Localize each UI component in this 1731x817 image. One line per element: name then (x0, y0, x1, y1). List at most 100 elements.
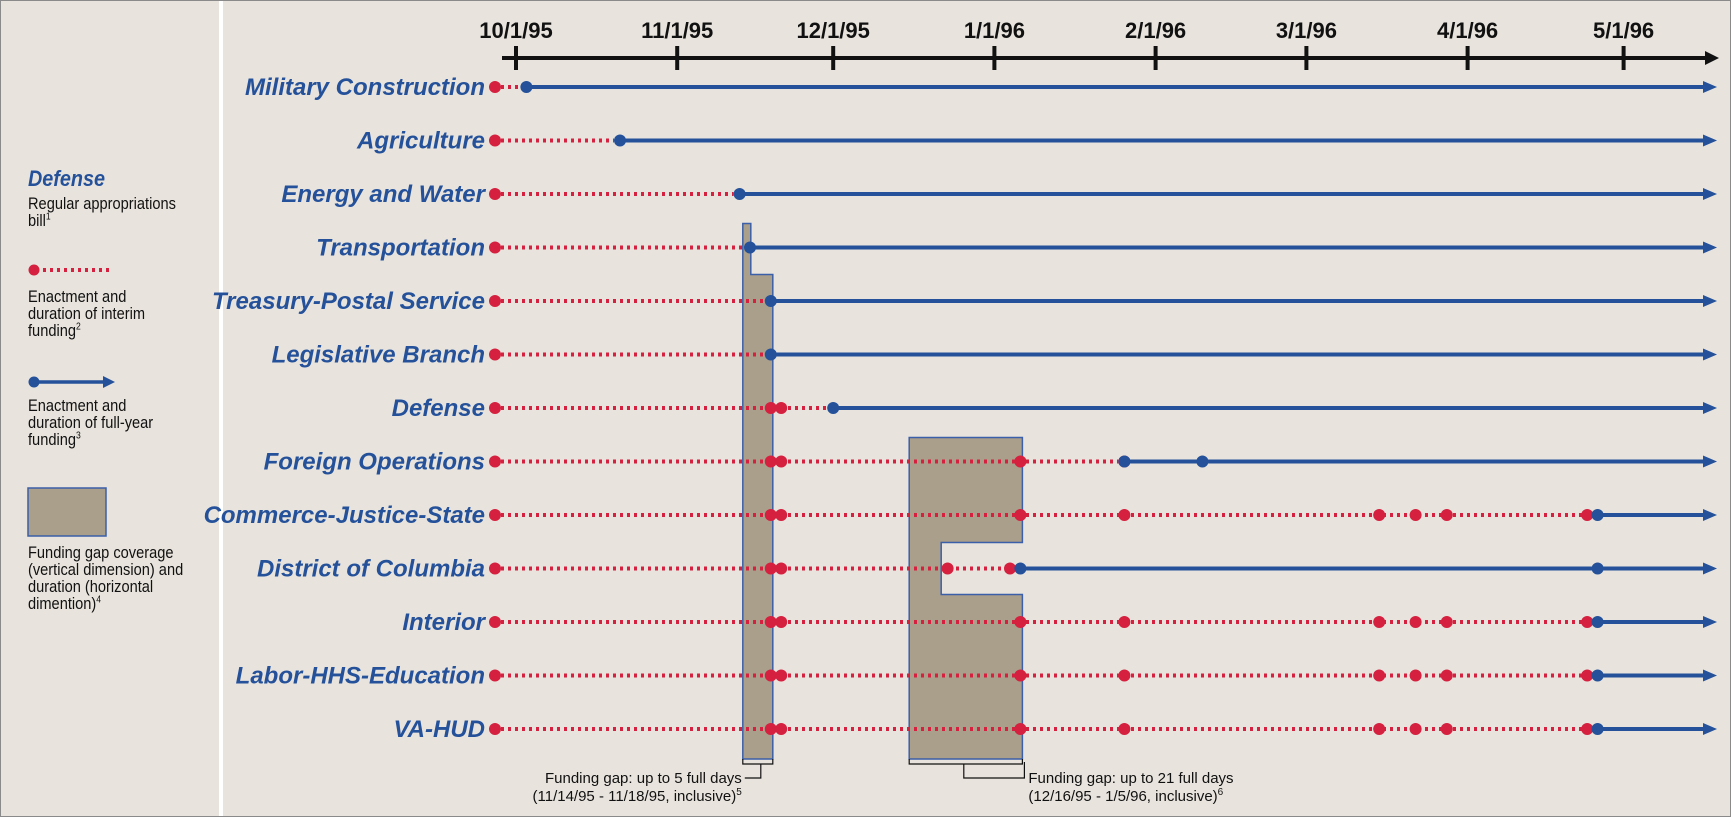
row-label: District of Columbia (257, 556, 485, 583)
legend-fullyear-text: Enactment and duration of full-year fund… (28, 396, 154, 449)
interim-enactment-dot (1014, 723, 1027, 735)
full-year-start-dot (744, 241, 756, 254)
interim-enactment-dot (764, 402, 777, 414)
interim-enactment-dot (1118, 509, 1131, 521)
row-label: Energy and Water (281, 181, 486, 208)
interim-start-dot (489, 669, 501, 682)
full-year-arrowhead (1703, 455, 1717, 468)
full-year-start-dot (1591, 616, 1604, 628)
interim-enactment-dot (1440, 669, 1453, 682)
interim-enactment-dot (1409, 616, 1422, 628)
full-year-arrowhead (1703, 562, 1717, 575)
row-va-hud: VA-HUD (393, 716, 1717, 743)
interim-enactment-dot (1409, 723, 1422, 735)
full-year-enactment-dot (1591, 562, 1604, 575)
date-axis: 10/1/95 11/1/95 12/1/95 1/1/96 2/1/96 3/1/96 4… (479, 18, 1719, 70)
full-year-arrowhead (1703, 723, 1717, 735)
interim-start-dot (489, 81, 501, 93)
gap-note-label-1: Funding gap: up to 5 full days (545, 770, 742, 787)
interim-enactment-dot (764, 723, 777, 735)
row-label: Interior (402, 609, 486, 636)
full-year-arrowhead (1703, 348, 1717, 361)
interim-enactment-dot (775, 562, 788, 575)
legend-divider (219, 1, 223, 816)
row-label: Military Construction (245, 74, 485, 101)
gap-notes: Funding gap: up to 5 full days(11/14/95 … (533, 759, 1234, 805)
interim-enactment-dot (764, 455, 777, 468)
interim-enactment-dot (1014, 509, 1027, 521)
gap-note-range-2: (12/16/95 - 1/5/96, inclusive)6 (1028, 787, 1223, 805)
legend-gap-text: Funding gap coverage (vertical dimension… (28, 543, 184, 613)
full-year-arrowhead (1703, 669, 1717, 682)
interim-start-dot (489, 562, 501, 575)
row-commerce-justice-state: Commerce-Justice-State (204, 502, 1717, 529)
full-year-start-dot (1591, 509, 1604, 521)
legend-interim-symbol (28, 264, 109, 276)
interim-enactment-dot (1373, 723, 1386, 735)
row-foreign-operations: Foreign Operations (264, 449, 1717, 476)
interim-enactment-dot (775, 455, 788, 468)
row-district-of-columbia: District of Columbia (257, 556, 1717, 583)
interim-enactment-dot (1373, 616, 1386, 628)
interim-enactment-dot (764, 509, 777, 521)
axis-tick-label: 12/1/95 (796, 18, 869, 43)
axis-tick-label: 10/1/95 (479, 18, 552, 43)
row-labor-hhs-education: Labor-HHS-Education (236, 663, 1717, 690)
row-label: Legislative Branch (272, 342, 485, 369)
row-legislative-branch: Legislative Branch (272, 342, 1717, 369)
full-year-start-dot (1118, 455, 1131, 468)
axis-tick-label: 3/1/96 (1276, 18, 1337, 43)
interim-enactment-dot (941, 562, 954, 575)
row-energy-and-water: Energy and Water (281, 181, 1717, 208)
legend-bill-text: Regular appropriations bill1 (28, 194, 176, 230)
interim-start-dot (489, 509, 501, 521)
axis-tick-label: 1/1/96 (964, 18, 1025, 43)
full-year-arrowhead (1703, 295, 1717, 307)
interim-enactment-dot (775, 509, 788, 521)
interim-enactment-dot (775, 723, 788, 735)
interim-enactment-dot (1409, 669, 1422, 682)
interim-enactment-dot (1118, 616, 1131, 628)
interim-enactment-dot (1373, 669, 1386, 682)
row-agriculture: Agriculture (356, 128, 1717, 155)
row-treasury-postal-service: Treasury-Postal Service (212, 288, 1717, 315)
interim-enactment-dot (764, 562, 777, 575)
axis-tick-label: 5/1/96 (1593, 18, 1654, 43)
gap-bracket-1 (742, 759, 774, 779)
interim-enactment-dot (1440, 723, 1453, 735)
interim-enactment-dot (764, 669, 777, 682)
legend-title: Defense (28, 166, 106, 191)
interim-enactment-dot (1581, 509, 1594, 521)
interim-enactment-dot (1440, 509, 1453, 521)
interim-start-dot (489, 348, 501, 361)
full-year-start-dot (764, 295, 777, 307)
appropriation-rows: Military Construction Agriculture Energy a… (204, 74, 1717, 743)
row-label: Labor-HHS-Education (236, 663, 485, 690)
interim-enactment-dot (1014, 455, 1027, 468)
interim-enactment-dot (1581, 723, 1594, 735)
interim-enactment-dot (1014, 616, 1027, 628)
legend-gap-swatch (27, 487, 107, 537)
interim-enactment-dot (764, 616, 777, 628)
full-year-arrowhead (1703, 402, 1717, 414)
row-military-construction: Military Construction (245, 74, 1717, 101)
legend-fullyear-symbol (28, 376, 115, 388)
interim-enactment-dot (775, 616, 788, 628)
interim-start-dot (489, 616, 501, 628)
row-interior: Interior (402, 609, 1717, 636)
row-defense: Defense (392, 395, 1717, 422)
row-label: Commerce-Justice-State (204, 502, 485, 529)
interim-start-dot (489, 402, 501, 414)
interim-enactment-dot (1373, 509, 1386, 521)
full-year-arrowhead (1703, 188, 1717, 200)
interim-enactment-dot (775, 669, 788, 682)
full-year-arrowhead (1703, 81, 1717, 93)
full-year-arrowhead (1703, 134, 1717, 147)
full-year-start-dot (1014, 562, 1027, 575)
interim-enactment-dot (1118, 723, 1131, 735)
axis-tick-label: 2/1/96 (1125, 18, 1186, 43)
axis-tick-label: 11/1/95 (641, 18, 713, 43)
interim-start-dot (489, 188, 501, 200)
